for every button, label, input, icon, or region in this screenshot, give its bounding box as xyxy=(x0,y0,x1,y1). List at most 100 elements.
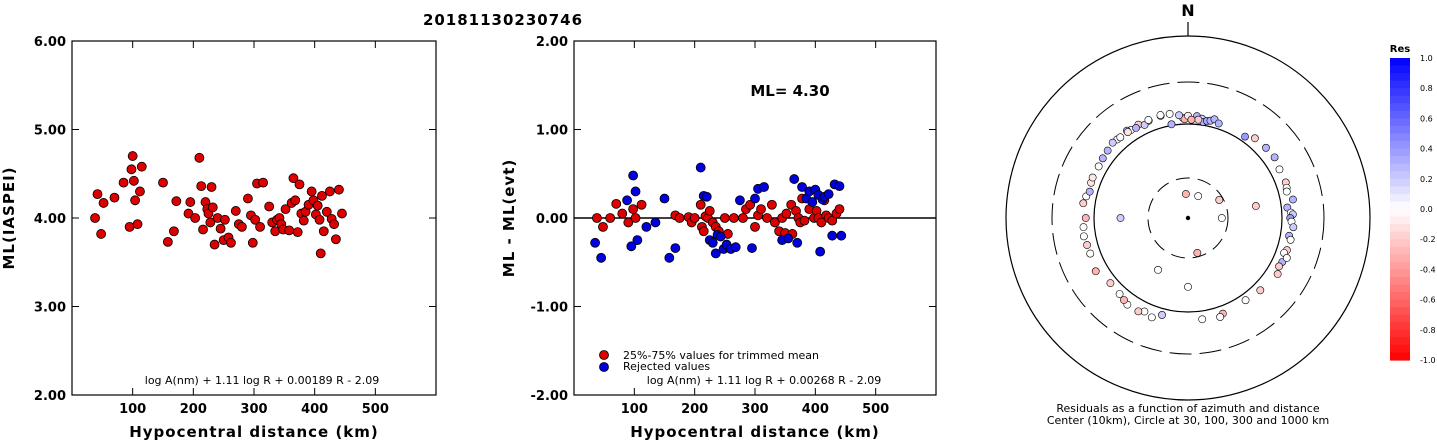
y-tick-label: -1.00 xyxy=(531,301,568,316)
station-residual-marker xyxy=(1182,190,1190,198)
colorbar-tick-label: 0.8 xyxy=(1420,84,1433,93)
trimmed-residual-point xyxy=(674,213,685,223)
ml-data-point xyxy=(317,190,327,201)
ml-residual-formula: log A(nm) + 1.11 log R + 0.00268 R - 2.0… xyxy=(647,374,881,387)
ml-data-point xyxy=(128,175,139,186)
rejected-residual-point xyxy=(590,237,601,248)
ml-data-point xyxy=(206,182,217,192)
station-residual-marker xyxy=(1116,133,1125,142)
station-residual-marker xyxy=(1086,249,1095,258)
rejected-residual-point xyxy=(630,186,641,197)
ml-data-point xyxy=(284,225,295,236)
ml-data-point xyxy=(171,196,182,207)
station-residual-marker xyxy=(1132,124,1140,132)
station-residual-marker xyxy=(1215,196,1224,204)
rejected-residual-point xyxy=(670,243,681,253)
ml-data-point xyxy=(215,223,226,234)
trimmed-residual-point xyxy=(605,213,616,223)
ml-data-point xyxy=(183,208,194,219)
x-tick-label: 100 xyxy=(621,402,648,417)
rejected-residual-point xyxy=(710,248,721,259)
rejected-residual-point xyxy=(650,217,661,228)
trimmed-residual-point xyxy=(834,204,845,215)
colorbar-cell xyxy=(1390,95,1410,104)
colorbar-cell xyxy=(1390,239,1410,248)
colorbar-cell xyxy=(1390,261,1410,270)
polar-caption-line-1: Residuals as a function of azimuth and d… xyxy=(1056,402,1319,415)
y-tick-label: 6.00 xyxy=(34,35,66,50)
station-residual-marker xyxy=(1289,223,1298,232)
ml-iaspei-panel: 100 200 300 400 500 2.00 3.00 4.00 5.00 6.00 ML(I… xyxy=(0,35,437,441)
station-residual-marker xyxy=(1134,307,1143,316)
trimmed-residual-point xyxy=(636,199,647,210)
station-residual-marker xyxy=(1147,313,1156,322)
colorbar-cell xyxy=(1390,88,1410,97)
trimmed-residual-point xyxy=(750,221,760,232)
legend-marker-rejected xyxy=(599,362,609,372)
range-circle-100km xyxy=(1147,177,1229,259)
polar-caption-line-2: Center (10km), Circle at 30, 100, 300 an… xyxy=(1047,414,1329,427)
trimmed-residual-point xyxy=(698,226,709,237)
ml-data-point xyxy=(162,236,173,247)
x-tick-label: 200 xyxy=(180,402,207,417)
station-residual-marker xyxy=(1214,119,1223,128)
x-tick-label: 500 xyxy=(362,402,389,417)
ml-data-point xyxy=(292,227,303,238)
ml-residual-panel: 100 200 300 400 500 -2.00 -1.00 0.00 1.00 2.00 ML… xyxy=(500,35,937,441)
ml-iaspei-formula: log A(nm) + 1.11 log R + 0.00189 R - 2.0… xyxy=(145,374,379,387)
ml-data-point xyxy=(334,184,344,195)
colorbar-cell xyxy=(1390,125,1410,135)
station-residual-marker xyxy=(1123,128,1132,136)
north-label: N xyxy=(1181,1,1194,20)
legend-marker-trimmed xyxy=(599,350,609,360)
colorbar-cell xyxy=(1390,329,1410,338)
station-residual-marker xyxy=(1116,214,1125,222)
rejected-residual-point xyxy=(783,233,794,244)
station-residual-marker xyxy=(1167,120,1176,129)
colorbar-tick-label: 0.6 xyxy=(1420,114,1433,123)
ml-data-point xyxy=(185,197,196,207)
ml-data-point xyxy=(198,224,208,235)
station-residual-marker xyxy=(1088,173,1097,182)
rejected-residual-point xyxy=(659,193,670,204)
y-tick-label: 2.00 xyxy=(34,389,66,404)
trimmed-residual-point xyxy=(816,217,827,228)
colorbar-tick-label: 0.4 xyxy=(1420,145,1433,154)
rejected-residual-point xyxy=(834,181,845,192)
colorbar-cell xyxy=(1390,337,1410,346)
colorbar-cell xyxy=(1390,322,1410,331)
ml-data-point xyxy=(127,151,138,161)
ml-data-point xyxy=(190,213,201,223)
rejected-residual-point xyxy=(622,195,632,206)
trimmed-residual-point xyxy=(738,213,748,223)
range-circle-300km xyxy=(1093,123,1283,313)
ml-data-point xyxy=(98,198,109,208)
ml-data-point xyxy=(109,192,120,203)
colorbar-cell xyxy=(1390,156,1410,165)
ml-data-point xyxy=(306,186,317,197)
station-residual-marker xyxy=(1194,115,1203,124)
range-circle-1000km xyxy=(1051,81,1325,355)
rejected-residual-point xyxy=(632,235,643,246)
ml-data-point xyxy=(92,189,103,200)
ml-residual-x-axis-label: Hypocentral distance (km) xyxy=(630,423,880,441)
rejected-residual-point xyxy=(807,197,818,207)
ml-data-point xyxy=(236,221,247,232)
trimmed-residual-point xyxy=(766,199,777,210)
station-residual-marker xyxy=(1083,241,1091,249)
y-tick-label: 0.00 xyxy=(536,212,568,227)
y-tick-label: -2.00 xyxy=(531,389,568,404)
colorbar-cell xyxy=(1390,58,1410,67)
rejected-residual-point xyxy=(715,231,726,242)
ml-data-point xyxy=(324,186,335,197)
ml-data-point xyxy=(290,195,301,206)
station-residual-marker xyxy=(1156,111,1165,119)
trimmed-residual-point xyxy=(704,206,715,216)
station-residual-marker xyxy=(1165,109,1174,118)
rejected-residual-point xyxy=(815,246,826,257)
colorbar-tick-label: -0.2 xyxy=(1420,235,1436,244)
station-residual-marker xyxy=(1120,296,1128,304)
trimmed-residual-point xyxy=(617,208,628,219)
ml-data-point xyxy=(230,206,241,216)
colorbar-tick-label: 0.0 xyxy=(1420,205,1433,214)
